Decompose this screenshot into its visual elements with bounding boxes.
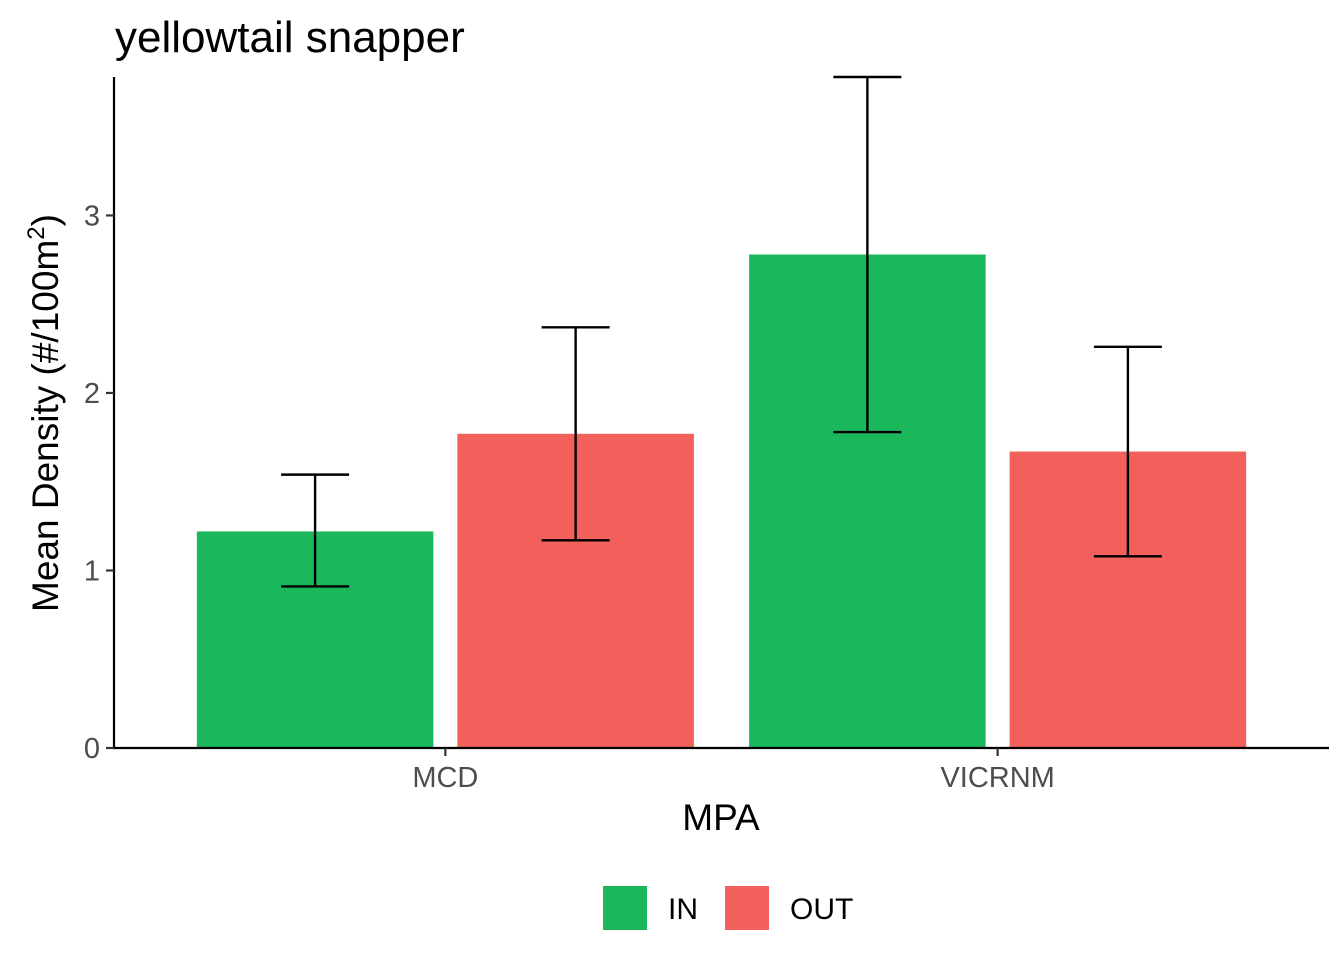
- y-axis-title-superscript: 2: [23, 226, 50, 239]
- error-bar-in-vicrnm: [833, 75, 902, 434]
- x-tick-label: VICRNM: [940, 762, 1054, 794]
- legend-key-out: [725, 886, 769, 930]
- y-tick-label: 2: [84, 378, 100, 410]
- legend: IN OUT: [603, 886, 853, 930]
- legend-key-in: [603, 886, 647, 930]
- y-tick-label: 0: [84, 733, 100, 765]
- legend-item-out: OUT: [725, 886, 853, 930]
- chart-title: yellowtail snapper: [115, 13, 465, 62]
- error-bar-out-mcd: [541, 326, 610, 542]
- error-bar-out-vicrnm: [1093, 345, 1162, 558]
- y-axis-title: Mean Density (#/100m2): [23, 214, 66, 612]
- y-tick-label: 3: [84, 200, 100, 232]
- legend-label-out: OUT: [790, 893, 853, 926]
- y-axis-ticks: 0 1 2 3: [84, 200, 114, 765]
- error-bars: [281, 75, 1162, 588]
- legend-item-in: IN: [603, 886, 698, 930]
- y-axis-title-main: Mean Density (#/100m: [25, 240, 66, 612]
- x-axis-title: MPA: [682, 797, 760, 838]
- x-axis-ticks: MCD VICRNM: [412, 748, 1055, 794]
- x-tick-label: MCD: [412, 762, 478, 794]
- plot-area: [196, 254, 1247, 748]
- legend-label-in: IN: [668, 893, 698, 926]
- error-bar-in-mcd: [281, 473, 350, 588]
- y-tick-label: 1: [84, 555, 100, 587]
- y-axis-title-close: ): [25, 214, 66, 226]
